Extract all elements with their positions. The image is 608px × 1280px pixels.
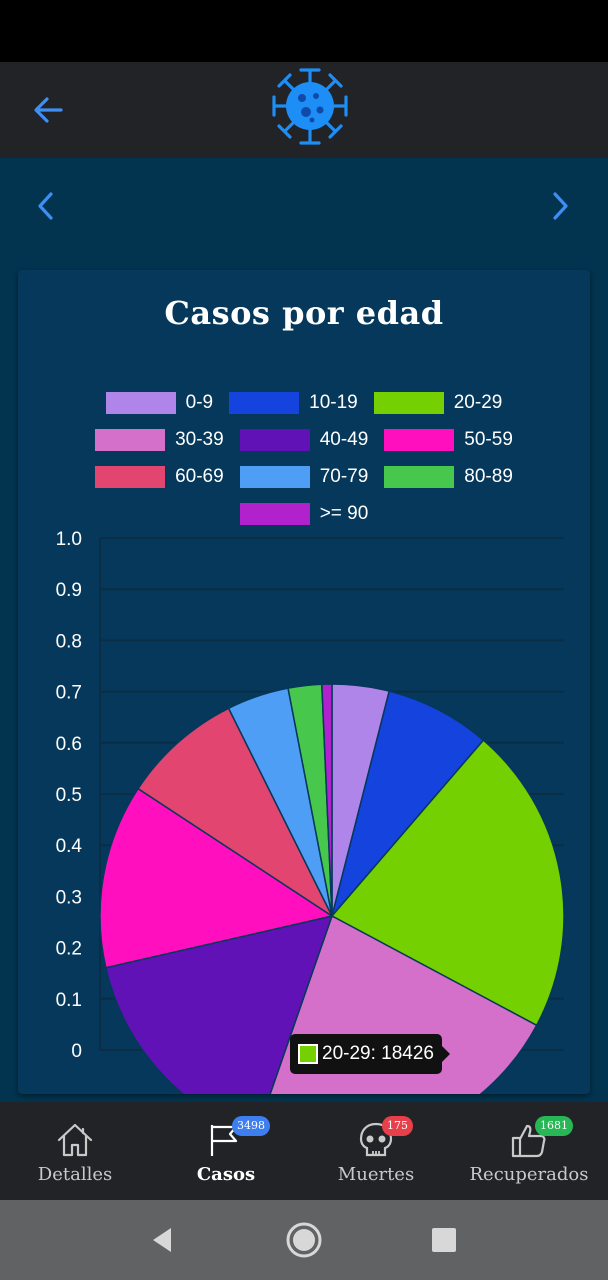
nav-item-casos[interactable]: 3498 Casos: [176, 1102, 276, 1200]
triangle-back-icon: [153, 1228, 171, 1252]
tooltip-swatch: [298, 1044, 318, 1064]
bottom-navigation: Detalles 3498 Casos 175 Muertes 168: [0, 1102, 608, 1200]
chevron-left-icon: [38, 192, 53, 220]
square-recents-icon: [432, 1228, 456, 1252]
legend-label: 60-69: [175, 466, 224, 487]
legend-row: >= 90: [18, 499, 590, 529]
nav-item-detalles[interactable]: Detalles: [24, 1102, 126, 1200]
y-tick-label: 1.0: [56, 529, 82, 550]
y-tick-label: 0.2: [56, 939, 82, 960]
legend-label: 80-89: [464, 466, 513, 487]
legend-item[interactable]: 80-89: [384, 462, 513, 492]
pie-chart: 1.0 0.9 0.8 0.7 0.6 0.5 0.4 0.3 0.2 0.1 0: [56, 529, 565, 1094]
arrow-left-icon: [34, 97, 63, 123]
y-tick-label: 0.4: [56, 836, 83, 857]
legend-item[interactable]: 0-9: [105, 388, 214, 418]
status-bar: [0, 0, 608, 62]
pie-slice: [321, 683, 333, 917]
y-tick-label: 0.1: [56, 990, 82, 1011]
pie-slice: [99, 787, 334, 969]
system-home-button[interactable]: [284, 1220, 324, 1260]
nav-label: Detalles: [37, 1164, 113, 1185]
chart-card: Casos por edad 0-9 10-19 20-29: [18, 270, 590, 1094]
legend-row: 0-9 10-19 20-29: [18, 388, 590, 418]
legend-swatch: [373, 392, 444, 414]
legend-label: 50-59: [464, 429, 513, 450]
legend-row: 30-39 40-49 50-59: [18, 425, 590, 455]
system-navigation-bar: [0, 1200, 608, 1280]
cases-count-badge: 3498: [232, 1116, 270, 1136]
app-bar: [0, 62, 608, 158]
legend-swatch: [239, 429, 310, 451]
flag-icon: 3498: [206, 1116, 270, 1160]
legend-item[interactable]: 10-19: [229, 388, 358, 418]
thumbs-up-icon: 1681: [509, 1116, 573, 1160]
legend-swatch: [95, 466, 166, 488]
pie-slice: [137, 707, 334, 919]
legend-swatch: [384, 466, 455, 488]
legend-item[interactable]: 30-39: [95, 425, 224, 455]
back-button[interactable]: [26, 88, 70, 132]
nav-item-recuperados[interactable]: 1681 Recuperados: [466, 1102, 592, 1200]
legend-label: 40-49: [319, 429, 369, 450]
home-icon: [55, 1120, 95, 1160]
y-tick-label: 0.9: [56, 580, 82, 601]
legend-item[interactable]: 40-49: [239, 425, 369, 455]
legend-swatch: [384, 429, 455, 451]
y-tick-label: 0: [71, 1041, 82, 1062]
legend-label: >= 90: [319, 503, 369, 524]
previous-chart-button[interactable]: [26, 186, 66, 226]
chevron-right-icon: [553, 192, 568, 220]
legend-swatch: [229, 392, 300, 414]
pie-slice: [330, 739, 565, 1027]
legend-label: 0-9: [185, 392, 214, 413]
circle-home-icon: [286, 1222, 322, 1258]
legend-item[interactable]: 50-59: [384, 425, 513, 455]
chart-tooltip: 20-29: 18426: [290, 1034, 450, 1074]
legend-swatch: [95, 429, 166, 451]
legend-item[interactable]: 60-69: [95, 462, 224, 492]
system-recents-button[interactable]: [424, 1220, 464, 1260]
legend-swatch: [239, 466, 310, 488]
next-chart-button[interactable]: [540, 186, 580, 226]
nav-label: Casos: [196, 1164, 256, 1185]
legend-item[interactable]: 70-79: [239, 462, 369, 492]
system-back-button[interactable]: [142, 1220, 182, 1260]
legend-label: 20-29: [453, 392, 503, 413]
legend-item[interactable]: 20-29: [373, 388, 503, 418]
nav-label: Muertes: [337, 1164, 415, 1185]
deaths-count-badge: 175: [382, 1116, 413, 1136]
legend-label: 10-19: [309, 392, 358, 413]
legend-label: 30-39: [175, 429, 224, 450]
y-tick-label: 0.5: [56, 785, 82, 806]
skull-icon: 175: [356, 1116, 413, 1160]
y-tick-label: 0.3: [56, 887, 82, 908]
legend-swatch: [105, 392, 176, 414]
nav-item-muertes[interactable]: 175 Muertes: [326, 1102, 426, 1200]
legend-label: 70-79: [319, 466, 369, 487]
y-tick-label: 0.8: [56, 631, 82, 652]
legend-row: 60-69 70-79 80-89: [18, 462, 590, 492]
y-tick-label: 0.7: [56, 683, 82, 704]
pie-slice: [104, 914, 334, 1094]
legend-swatch: [239, 503, 310, 525]
virus-icon: [268, 62, 352, 152]
y-tick-label: 0.6: [56, 734, 82, 755]
nav-label: Recuperados: [469, 1164, 589, 1185]
legend-item[interactable]: >= 90: [239, 499, 369, 529]
recovered-count-badge: 1681: [535, 1116, 573, 1136]
content-area: Casos por edad 0-9 10-19 20-29: [0, 158, 608, 1102]
chart-title: Casos por edad: [164, 294, 444, 332]
pie-slice: [331, 690, 485, 917]
tooltip-label: 20-29: 18426: [322, 1043, 434, 1064]
